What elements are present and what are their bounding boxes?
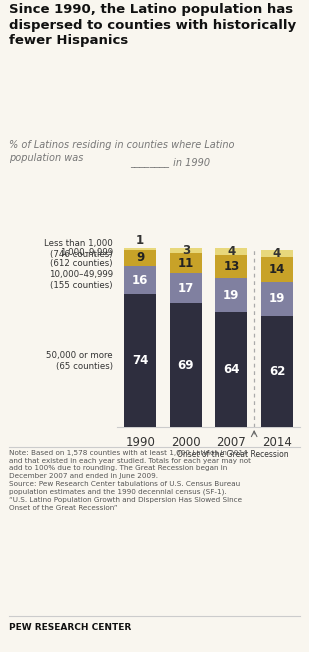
Bar (261, 250, 293, 257)
Text: 3: 3 (182, 244, 190, 257)
Text: 50,000 or more
(65 counties): 50,000 or more (65 counties) (46, 351, 113, 371)
Text: Note: Based on 1,578 counties with at least 1,000 Latinos in 2014
and that exist: Note: Based on 1,578 counties with at le… (9, 450, 251, 511)
Bar (215, 248, 247, 255)
Text: 19: 19 (223, 289, 239, 302)
Text: 14: 14 (269, 263, 285, 276)
Bar (170, 273, 202, 303)
Text: 10,000–49,999
(155 counties): 10,000–49,999 (155 counties) (49, 270, 113, 290)
Bar (124, 248, 156, 250)
Text: 11: 11 (178, 256, 194, 269)
Text: % of Latinos residing in counties where Latino
population was: % of Latinos residing in counties where … (9, 140, 235, 162)
Text: PEW RESEARCH CENTER: PEW RESEARCH CENTER (9, 623, 132, 632)
Text: 1: 1 (136, 234, 144, 247)
Text: 1,000–9,999
(612 counties): 1,000–9,999 (612 counties) (50, 248, 113, 268)
Text: Since 1990, the Latino population has
dispersed to counties with historically
fe: Since 1990, the Latino population has di… (9, 3, 296, 47)
Bar (170, 248, 202, 253)
Text: 4: 4 (227, 245, 235, 258)
Text: 74: 74 (132, 354, 148, 367)
Bar (261, 257, 293, 282)
Text: Onset of the Great Recession: Onset of the Great Recession (177, 450, 289, 459)
Text: ________: ________ (130, 158, 169, 168)
Text: 16: 16 (132, 274, 148, 286)
Text: 62: 62 (269, 365, 285, 378)
Bar (261, 282, 293, 316)
Text: 9: 9 (136, 251, 144, 264)
Bar (124, 266, 156, 295)
Text: 19: 19 (269, 292, 285, 305)
Bar (124, 250, 156, 266)
Bar (170, 303, 202, 427)
Text: in 1990: in 1990 (170, 158, 210, 168)
Text: 69: 69 (178, 359, 194, 372)
Bar (124, 295, 156, 427)
Text: 17: 17 (178, 282, 194, 295)
Bar (261, 316, 293, 427)
Text: 64: 64 (223, 363, 239, 376)
Text: Less than 1,000
(746 counties): Less than 1,000 (746 counties) (44, 239, 113, 259)
Bar (215, 312, 247, 427)
Text: 4: 4 (273, 246, 281, 259)
Bar (215, 278, 247, 312)
Bar (170, 253, 202, 273)
Bar (215, 255, 247, 278)
Text: 13: 13 (223, 260, 239, 273)
